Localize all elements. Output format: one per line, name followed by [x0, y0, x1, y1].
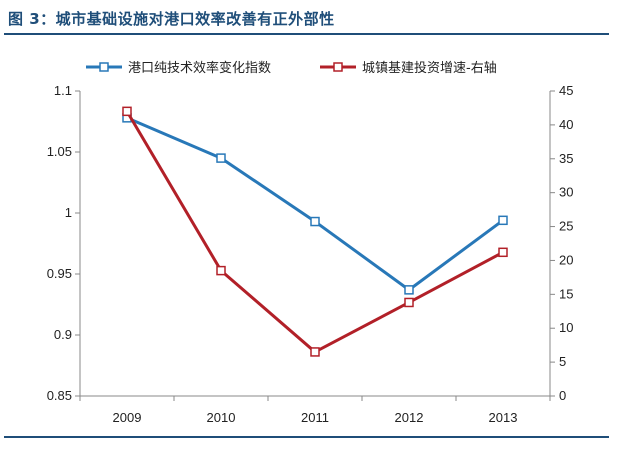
right-tick-label: 15 — [559, 286, 573, 301]
legend-item: 港口纯技术效率变化指数 — [86, 60, 271, 76]
legend-label: 港口纯技术效率变化指数 — [128, 60, 271, 76]
data-point — [498, 247, 508, 258]
data-point — [216, 153, 226, 163]
series-1 — [122, 113, 508, 295]
x-tick-label: 2010 — [207, 410, 236, 425]
left-tick-label: 1 — [65, 205, 72, 220]
right-tick-label: 25 — [559, 219, 573, 234]
axes: 0.85 0.9 0.95 1 1.05 1.1 0 5 10 15 20 25 30 35 40 45 200… — [47, 83, 574, 425]
right-tick-label: 40 — [559, 117, 573, 132]
x-tick-label: 2009 — [113, 410, 142, 425]
x-tick-label: 2013 — [489, 410, 518, 425]
right-tick-label: 45 — [559, 83, 573, 98]
right-tick-label: 0 — [559, 388, 566, 403]
left-tick-label: 0.9 — [54, 327, 72, 342]
legend-swatch-marker — [99, 62, 109, 72]
right-tick-label: 10 — [559, 320, 573, 335]
series-line — [126, 116, 504, 292]
left-tick-label: 1.1 — [54, 83, 72, 98]
legend-swatch-marker — [333, 62, 343, 72]
left-tick-label: 1.05 — [47, 144, 72, 159]
title-bar: 图 3：城市基础设施对港口效率改善有正外部性 — [4, 6, 609, 35]
left-tick-label: 0.85 — [47, 388, 72, 403]
data-point — [404, 285, 414, 295]
data-point — [310, 347, 320, 357]
data-point — [122, 106, 132, 117]
data-point — [310, 216, 320, 227]
bottom-rule — [4, 436, 609, 438]
right-tick-label: 20 — [559, 252, 573, 267]
right-tick-label: 30 — [559, 185, 573, 200]
x-tick-label: 2011 — [301, 410, 329, 425]
legend-item: 城镇基建投资增速-右轴 — [320, 60, 497, 76]
legend-label: 城镇基建投资增速-右轴 — [362, 60, 497, 76]
data-point — [404, 297, 414, 308]
chart-title: 图 3：城市基础设施对港口效率改善有正外部性 — [8, 10, 335, 28]
legend: 港口纯技术效率变化指数 城镇基建投资增速-右轴 — [86, 60, 497, 76]
data-point — [498, 215, 508, 226]
series-2 — [122, 106, 508, 357]
right-tick-label: 5 — [559, 354, 566, 369]
data-point — [216, 265, 226, 276]
series-layer — [122, 106, 508, 357]
x-tick-label: 2012 — [395, 410, 424, 425]
left-tick-label: 0.95 — [47, 266, 72, 281]
right-tick-label: 35 — [559, 151, 573, 166]
series-line — [125, 110, 504, 354]
